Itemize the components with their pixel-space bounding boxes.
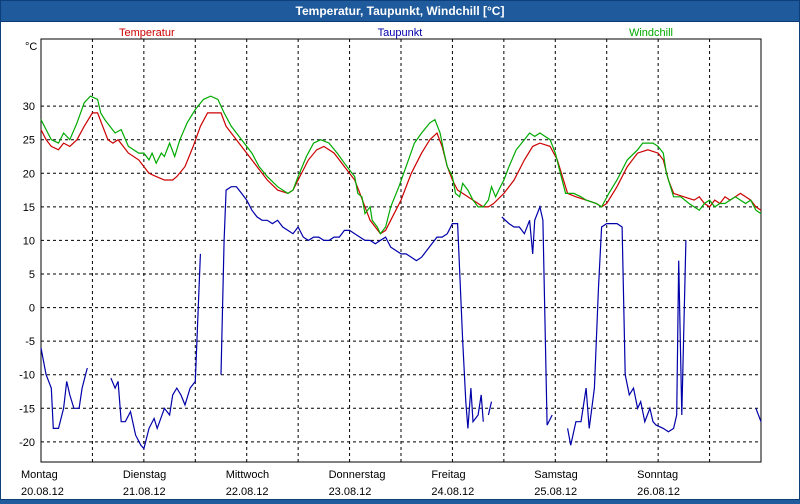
window-title: Temperatur, Taupunkt, Windchill [°C]: [1, 1, 799, 22]
series-line-taupunkt: [755, 408, 762, 422]
y-tick-label: 15: [23, 202, 35, 214]
y-tick-label: 20: [23, 168, 35, 180]
x-tick-day: Dienstag: [123, 469, 166, 481]
x-tick-date: 26.08.12: [637, 486, 680, 498]
x-tick-day: Donnerstag: [329, 469, 386, 481]
y-tick-label: -15: [19, 403, 35, 415]
y-tick-label: -10: [19, 370, 35, 382]
x-tick-day: Mittwoch: [226, 469, 269, 481]
y-tick-label: 25: [23, 135, 35, 147]
series-windchill: [40, 95, 762, 235]
legend-taupunkt: Taupunkt: [378, 27, 423, 39]
y-axis-label: °C: [25, 41, 37, 53]
series-line-taupunkt: [220, 186, 484, 429]
series-line-taupunkt: [567, 223, 687, 446]
chart-area: 30 25 20 15 10 5 0 -5 -10 -15 -20 °C Montag 20.08.12 D…: [1, 22, 799, 499]
x-tick-day: Samstag: [534, 469, 577, 481]
x-tick-date: 21.08.12: [123, 486, 166, 498]
y-tick-label: -20: [19, 437, 35, 449]
x-tick-day: Montag: [21, 469, 58, 481]
legend-windchill: Windchill: [629, 27, 673, 39]
x-tick-date: 24.08.12: [431, 486, 474, 498]
y-tick-label: 10: [23, 235, 35, 247]
y-tick-label: 5: [29, 269, 35, 281]
x-tick-date: 22.08.12: [226, 486, 269, 498]
y-tick-label: -5: [25, 336, 35, 348]
series-line-windchill: [40, 95, 762, 235]
series-line-taupunkt: [501, 204, 553, 426]
y-tick-label: 0: [29, 303, 35, 315]
legend-temperatur: Temperatur: [119, 27, 175, 39]
x-tick-date: 20.08.12: [21, 486, 64, 498]
series-line-taupunkt: [487, 401, 493, 416]
x-tick-date: 23.08.12: [329, 486, 372, 498]
series-line-taupunkt: [110, 253, 201, 450]
series-line-taupunkt: [40, 347, 88, 429]
series-taupunkt: [40, 186, 762, 450]
x-tick-day: Freitag: [431, 469, 465, 481]
x-tick-day: Sonntag: [637, 469, 678, 481]
y-tick-label: 30: [23, 101, 35, 113]
line-chart: 30 25 20 15 10 5 0 -5 -10 -15 -20 °C Montag 20.08.12 D…: [19, 27, 762, 498]
x-tick-date: 25.08.12: [534, 486, 577, 498]
